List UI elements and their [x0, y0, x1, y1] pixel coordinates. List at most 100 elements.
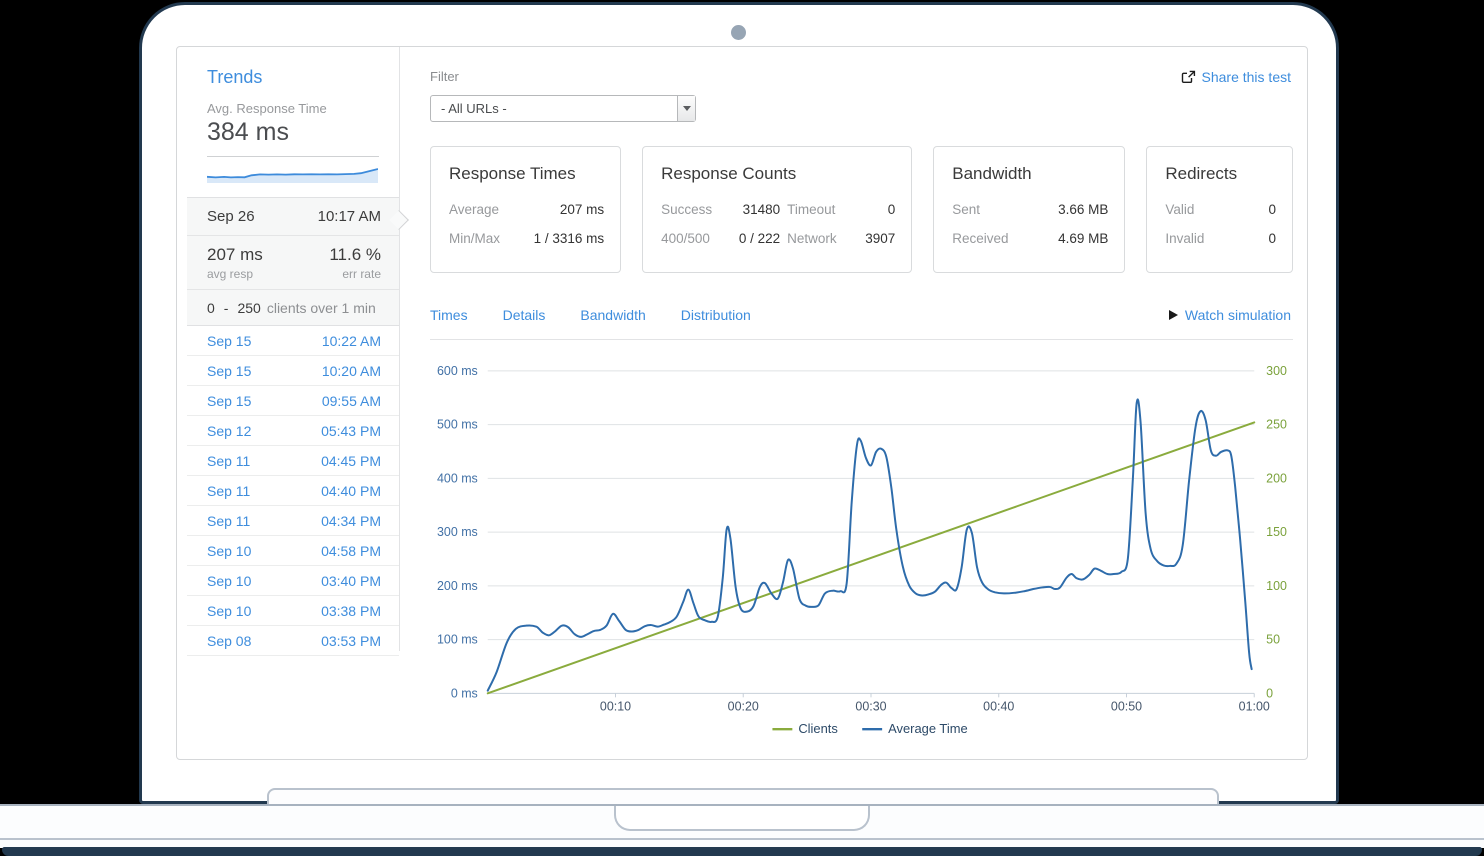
- history-item-time: 04:58 PM: [321, 543, 381, 559]
- clients-min: 0: [207, 300, 215, 316]
- history-item[interactable]: Sep 10 04:58 PM: [187, 536, 399, 566]
- laptop-base: [0, 804, 1484, 838]
- tab-details[interactable]: Details: [503, 307, 546, 323]
- axis-tick-label: 500 ms: [437, 418, 478, 432]
- series-clients: [488, 422, 1255, 693]
- axis-tick-label: 50: [1266, 633, 1280, 647]
- chart-svg[interactable]: 0 ms100 ms200 ms300 ms400 ms500 ms600 ms…: [430, 354, 1306, 746]
- history-item-time: 03:53 PM: [321, 633, 381, 649]
- avg-response-label: Avg. Response Time: [207, 101, 379, 116]
- card-title: Bandwidth: [952, 164, 1108, 184]
- card-row: Success31480Timeout0: [661, 195, 895, 224]
- avg-response-value: 384 ms: [207, 118, 379, 157]
- history-item-time: 10:20 AM: [322, 363, 381, 379]
- history-item[interactable]: Sep 11 04:40 PM: [187, 476, 399, 506]
- history-item-time: 09:55 AM: [322, 393, 381, 409]
- clients-summary: 0 - 250 clients over 1 min: [187, 290, 399, 325]
- history-item-date: Sep 12: [207, 423, 251, 439]
- legend-label: Clients: [798, 721, 838, 736]
- card-row: Average 207 ms: [449, 195, 604, 224]
- axis-tick-label: 600 ms: [437, 364, 478, 378]
- history-item[interactable]: Sep 15 09:55 AM: [187, 386, 399, 416]
- history-item-date: Sep 15: [207, 393, 251, 409]
- axis-tick-label: 100 ms: [437, 633, 478, 647]
- share-link-label: Share this test: [1202, 69, 1292, 85]
- history-item-date: Sep 10: [207, 543, 251, 559]
- history-item-date: Sep 10: [207, 603, 251, 619]
- history-item-date: Sep 11: [207, 483, 250, 499]
- tab-bandwidth[interactable]: Bandwidth: [580, 307, 645, 323]
- history-item-time: 04:34 PM: [321, 513, 381, 529]
- webcam-icon: [731, 25, 746, 40]
- history-item[interactable]: Sep 10 03:38 PM: [187, 596, 399, 626]
- history-item-time: 03:38 PM: [321, 603, 381, 619]
- play-icon: [1169, 310, 1178, 320]
- series-average-time: [488, 399, 1252, 690]
- selected-avg-label: avg resp: [207, 267, 263, 281]
- caret-down-icon: [683, 106, 691, 111]
- stat-value: 207 ms: [560, 195, 604, 224]
- history-item-time: 03:40 PM: [321, 573, 381, 589]
- stat-label: Invalid: [1165, 224, 1204, 253]
- stat-value: 3.66 MB: [1058, 195, 1108, 224]
- history-item-time: 04:45 PM: [321, 453, 381, 469]
- history-item[interactable]: Sep 12 05:43 PM: [187, 416, 399, 446]
- sidebar: Trends Avg. Response Time 384 ms Sep 26 …: [177, 47, 400, 651]
- axis-tick-label: 150: [1266, 525, 1287, 539]
- history-item-time: 04:40 PM: [321, 483, 381, 499]
- history-item[interactable]: Sep 1104:45 PM: [187, 446, 399, 476]
- card-response-times: Response TimesAverage207 msMin/Max1 / 33…: [430, 146, 621, 273]
- history-item[interactable]: Sep 15 10:20 AM: [187, 356, 399, 386]
- history-item-time: 05:43 PM: [321, 423, 381, 439]
- app-window: Trends Avg. Response Time 384 ms Sep 26 …: [176, 46, 1308, 760]
- url-filter-select[interactable]: - All URLs -: [430, 95, 696, 122]
- stat-label: Average: [449, 195, 499, 224]
- stat-label: Sent: [952, 195, 980, 224]
- tabs-divider: [430, 339, 1293, 340]
- laptop-notch: [614, 806, 870, 831]
- history-list: Sep 15 10:22 AM Sep 15 10:20 AM Sep 15 09:55 …: [187, 326, 399, 656]
- history-item[interactable]: Sep 1003:40 PM: [187, 566, 399, 596]
- card-row: Invalid 0: [1165, 224, 1276, 253]
- history-item[interactable]: Sep 15 10:22 AM: [187, 326, 399, 356]
- clients-max: 250: [237, 300, 260, 316]
- tab-times[interactable]: Times: [430, 307, 468, 323]
- axis-tick-label: 0 ms: [451, 686, 478, 700]
- chart-tabs: Times Details Bandwidth Distribution: [430, 307, 1293, 323]
- tab-distribution[interactable]: Distribution: [681, 307, 751, 323]
- axis-tick-label: 200 ms: [437, 579, 478, 593]
- axis-tick-label: 00:30: [855, 699, 886, 713]
- selected-err-label: err rate: [329, 267, 381, 281]
- trend-sparkline: [207, 164, 378, 183]
- url-filter-value: - All URLs -: [431, 101, 677, 116]
- history-item-date: Sep 15: [207, 363, 251, 379]
- selected-test[interactable]: Sep 26 10:17 AM 207 ms avg resp 11.6 % e…: [187, 197, 399, 326]
- selected-err-value: 11.6 %: [329, 245, 381, 265]
- selected-test-time: 10:17 AM: [318, 208, 381, 225]
- card-title: Response Times: [449, 164, 604, 184]
- stat-value: 0: [1268, 224, 1276, 253]
- legend-label: Average Time: [888, 721, 968, 736]
- history-item[interactable]: Sep 0803:53 PM: [187, 626, 399, 656]
- card-title: Redirects: [1165, 164, 1276, 184]
- watch-simulation-link[interactable]: Watch simulation: [1169, 307, 1291, 323]
- stat-label: Valid: [1165, 195, 1194, 224]
- share-test-link[interactable]: Share this test: [1181, 69, 1292, 85]
- selected-test-header: Sep 26 10:17 AM: [187, 198, 399, 236]
- filter-label: Filter: [430, 69, 1293, 84]
- card-redirects: Redirects Valid0Invalid 0: [1146, 146, 1293, 273]
- axis-tick-label: 300: [1266, 364, 1287, 378]
- stats-cards: Response TimesAverage207 msMin/Max1 / 33…: [430, 146, 1293, 273]
- laptop-base-edge: [2, 847, 1482, 856]
- history-item-time: 10:22 AM: [322, 333, 381, 349]
- axis-tick-label: 00:50: [1111, 699, 1142, 713]
- card-row: Valid0: [1165, 195, 1276, 224]
- history-item-date: Sep 15: [207, 333, 251, 349]
- stat-label: Success: [661, 195, 717, 224]
- stat-label: 400/500: [661, 224, 717, 253]
- axis-tick-label: 00:10: [600, 699, 631, 713]
- stat-value: 3907: [856, 224, 895, 253]
- axis-tick-label: 00:40: [983, 699, 1014, 713]
- history-item[interactable]: Sep 1104:34 PM: [187, 506, 399, 536]
- axis-tick-label: 400 ms: [437, 471, 478, 485]
